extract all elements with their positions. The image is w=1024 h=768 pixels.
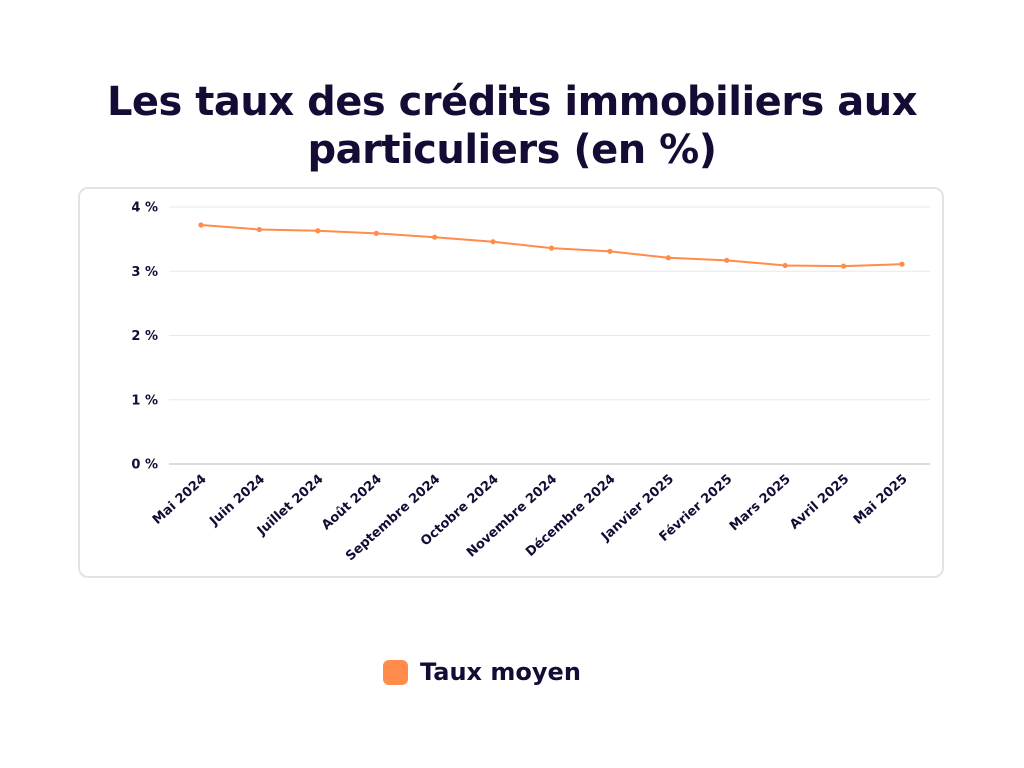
data-point bbox=[840, 263, 847, 269]
y-tick-label: 3 % bbox=[131, 265, 158, 280]
data-point bbox=[782, 262, 788, 269]
x-tick-label: Mai 2025 bbox=[851, 472, 911, 528]
x-tick-label: Juin 2024 bbox=[206, 472, 268, 530]
chart-card: 0 % 1 % 2 % 3 % 4 % Mai 2024 Juin 2024 Juillet … bbox=[78, 187, 944, 578]
legend-label: Taux moyen bbox=[420, 658, 581, 686]
chart-title: Les taux des crédits immobiliers aux par… bbox=[106, 79, 918, 173]
y-tick-label: 1 % bbox=[131, 393, 158, 408]
data-point bbox=[724, 257, 730, 263]
data-point bbox=[373, 230, 379, 236]
data-point bbox=[432, 234, 438, 240]
data-point bbox=[315, 228, 321, 234]
y-tick-label: 0 % bbox=[131, 458, 158, 473]
data-point bbox=[490, 239, 496, 245]
data-point bbox=[256, 226, 263, 233]
data-point bbox=[198, 222, 204, 228]
x-tick-label: Avril 2025 bbox=[787, 472, 852, 533]
y-tick-label: 2 % bbox=[131, 329, 158, 344]
legend: Taux moyen bbox=[383, 656, 581, 688]
y-tick-label: 4 % bbox=[131, 201, 158, 216]
data-point bbox=[548, 245, 555, 251]
data-point bbox=[665, 255, 671, 261]
legend-swatch bbox=[383, 659, 408, 685]
x-tick-label: Mars 2025 bbox=[727, 472, 794, 534]
x-tick-label: Mai 2024 bbox=[150, 472, 210, 528]
data-point bbox=[607, 248, 613, 254]
data-point bbox=[899, 261, 905, 267]
